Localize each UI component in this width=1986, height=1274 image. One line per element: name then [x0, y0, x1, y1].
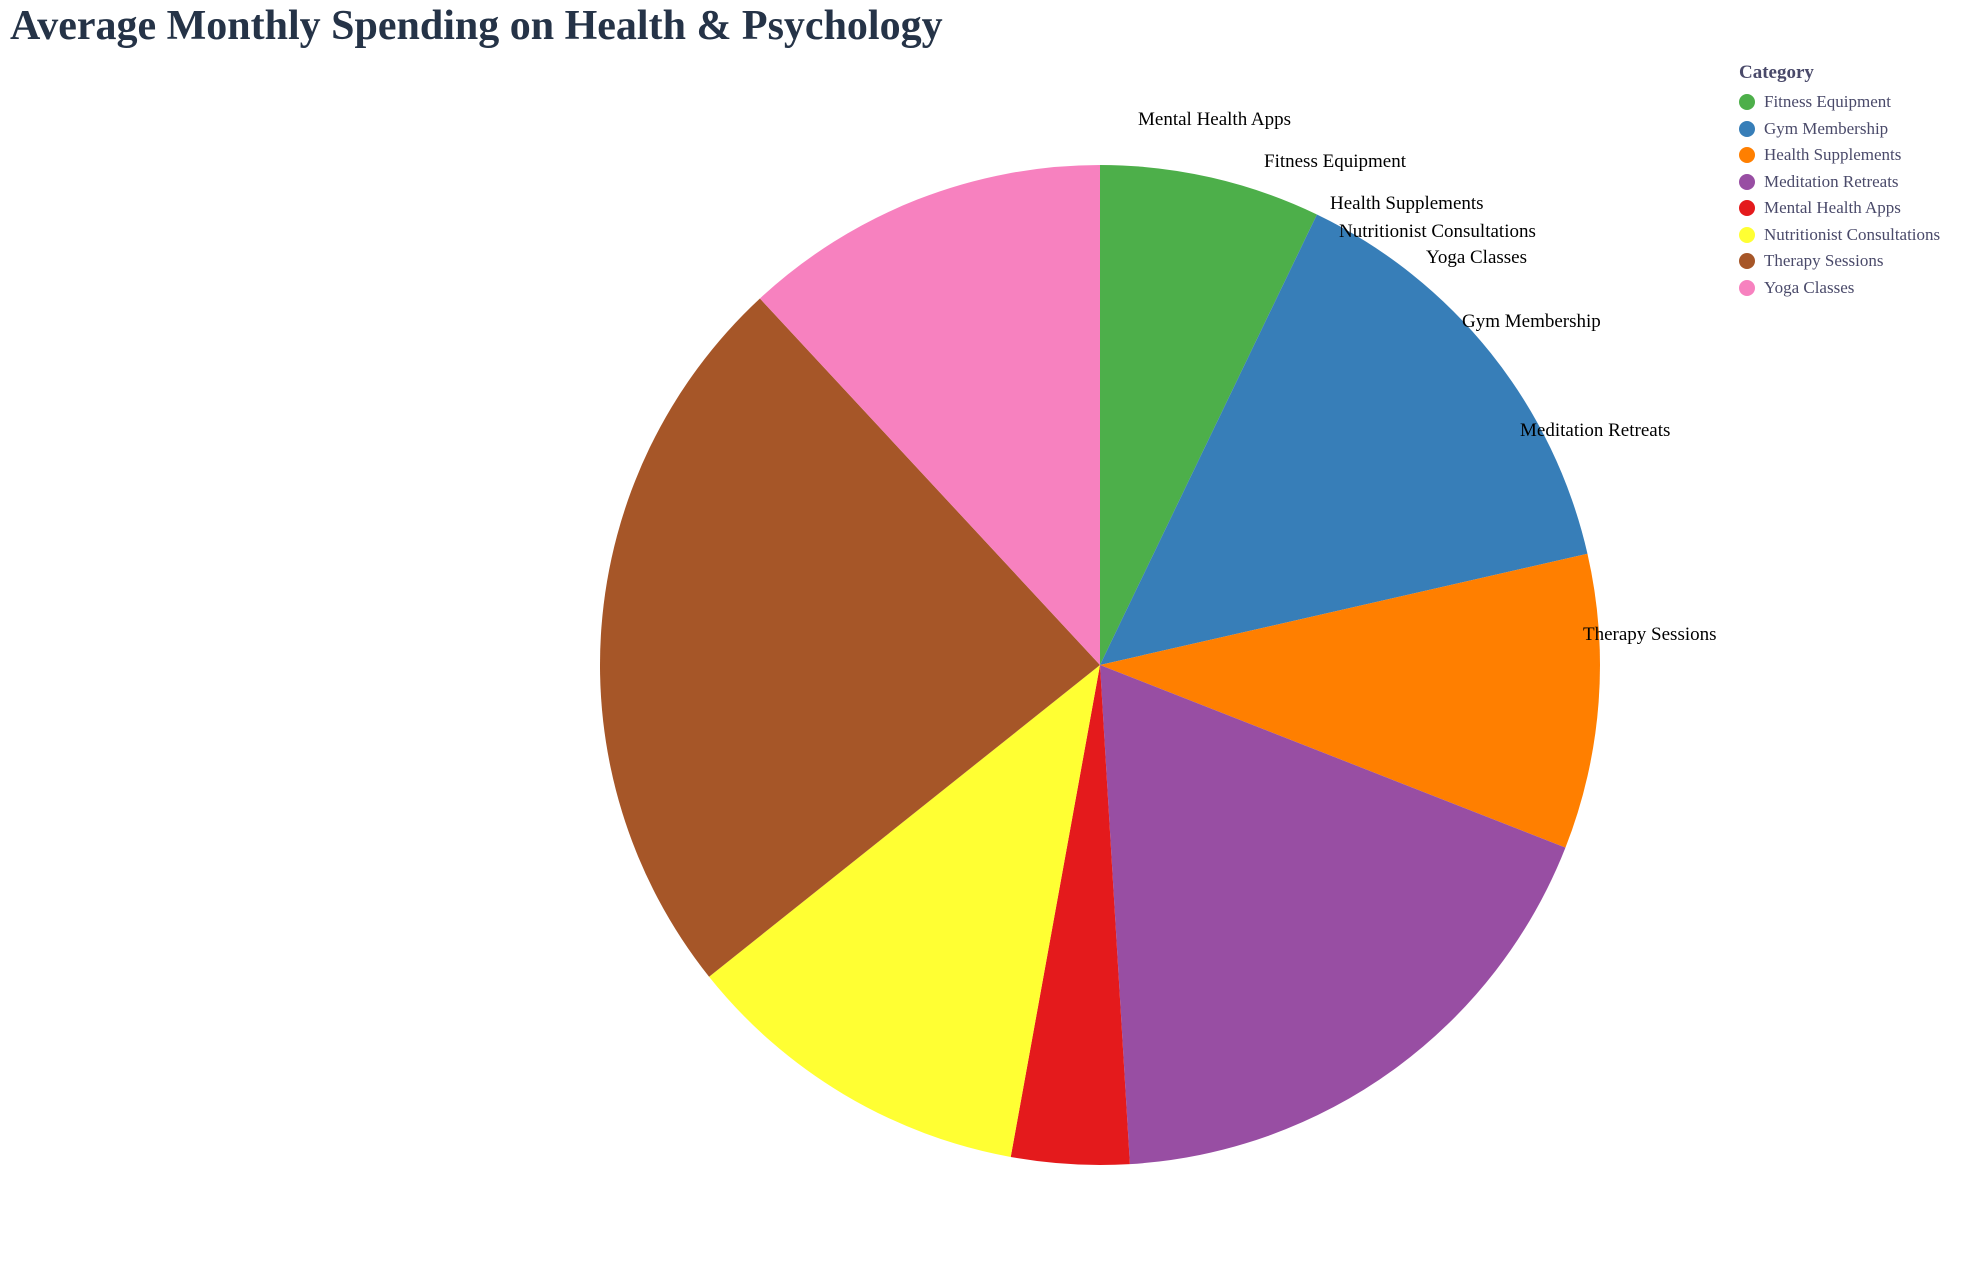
legend-label: Mental Health Apps: [1764, 198, 1901, 218]
legend-item-therapy-sessions[interactable]: Therapy Sessions: [1739, 248, 1940, 275]
legend-label: Yoga Classes: [1764, 277, 1855, 297]
legend-swatch: [1739, 120, 1755, 137]
slice-label-nutritionist-consultations: Nutritionist Consultations: [1339, 221, 1536, 242]
slice-labels: Mental Health Apps Fitness Equipment Healt…: [1138, 109, 1717, 645]
slice-health-supplements: [1100, 553, 1600, 848]
legend-item-yoga-classes[interactable]: Yoga Classes: [1739, 275, 1940, 302]
slice-label-yoga-classes: Yoga Classes: [1426, 247, 1527, 268]
legend-items: Fitness Equipment Gym Membership Health Su…: [1739, 89, 1940, 301]
slice-fitness-equipment: [1100, 165, 1317, 665]
chart-title: Average Monthly Spending on Health & Psy…: [10, 3, 943, 49]
legend-swatch: [1739, 147, 1755, 164]
slice-mental-health-apps: [1010, 665, 1130, 1166]
legend-item-health-supplements[interactable]: Health Supplements: [1739, 142, 1940, 169]
slice-therapy-sessions: [599, 298, 1100, 977]
legend-item-gym-membership[interactable]: Gym Membership: [1739, 116, 1940, 143]
legend: Category Fitness Equipment Gym Membership…: [1739, 62, 1940, 301]
legend-swatch: [1739, 253, 1755, 270]
slice-label-fitness-equipment: Fitness Equipment: [1264, 151, 1407, 172]
slice-nutritionist-consultations: [709, 665, 1100, 1157]
legend-item-fitness-equipment[interactable]: Fitness Equipment: [1739, 89, 1940, 116]
slice-meditation-retreats: [1100, 665, 1566, 1165]
legend-swatch: [1739, 279, 1755, 296]
legend-item-mental-health-apps[interactable]: Mental Health Apps: [1739, 195, 1940, 222]
slice-label-mental-health-apps: Mental Health Apps: [1138, 109, 1291, 130]
legend-label: Fitness Equipment: [1764, 92, 1892, 112]
legend-label: Gym Membership: [1764, 118, 1889, 138]
slice-yoga-classes: [759, 164, 1100, 665]
slice-label-health-supplements: Health Supplements: [1330, 193, 1484, 214]
slice-label-meditation-retreats: Meditation Retreats: [1520, 420, 1670, 441]
legend-title: Category: [1739, 62, 1814, 83]
legend-label: Therapy Sessions: [1764, 251, 1884, 271]
legend-label: Health Supplements: [1764, 145, 1902, 165]
legend-item-nutritionist-consultations[interactable]: Nutritionist Consultations: [1739, 222, 1940, 249]
legend-swatch: [1739, 94, 1755, 111]
pie-slices: [599, 164, 1600, 1166]
legend-swatch: [1739, 226, 1755, 243]
legend-label: Nutritionist Consultations: [1764, 224, 1941, 244]
legend-swatch: [1739, 173, 1755, 190]
legend-item-meditation-retreats[interactable]: Meditation Retreats: [1739, 169, 1940, 196]
legend-label: Meditation Retreats: [1764, 171, 1899, 191]
slice-gym-membership: [1100, 214, 1588, 665]
slice-label-gym-membership: Gym Membership: [1462, 311, 1601, 332]
slice-label-therapy-sessions: Therapy Sessions: [1583, 624, 1717, 645]
legend-swatch: [1739, 200, 1755, 217]
